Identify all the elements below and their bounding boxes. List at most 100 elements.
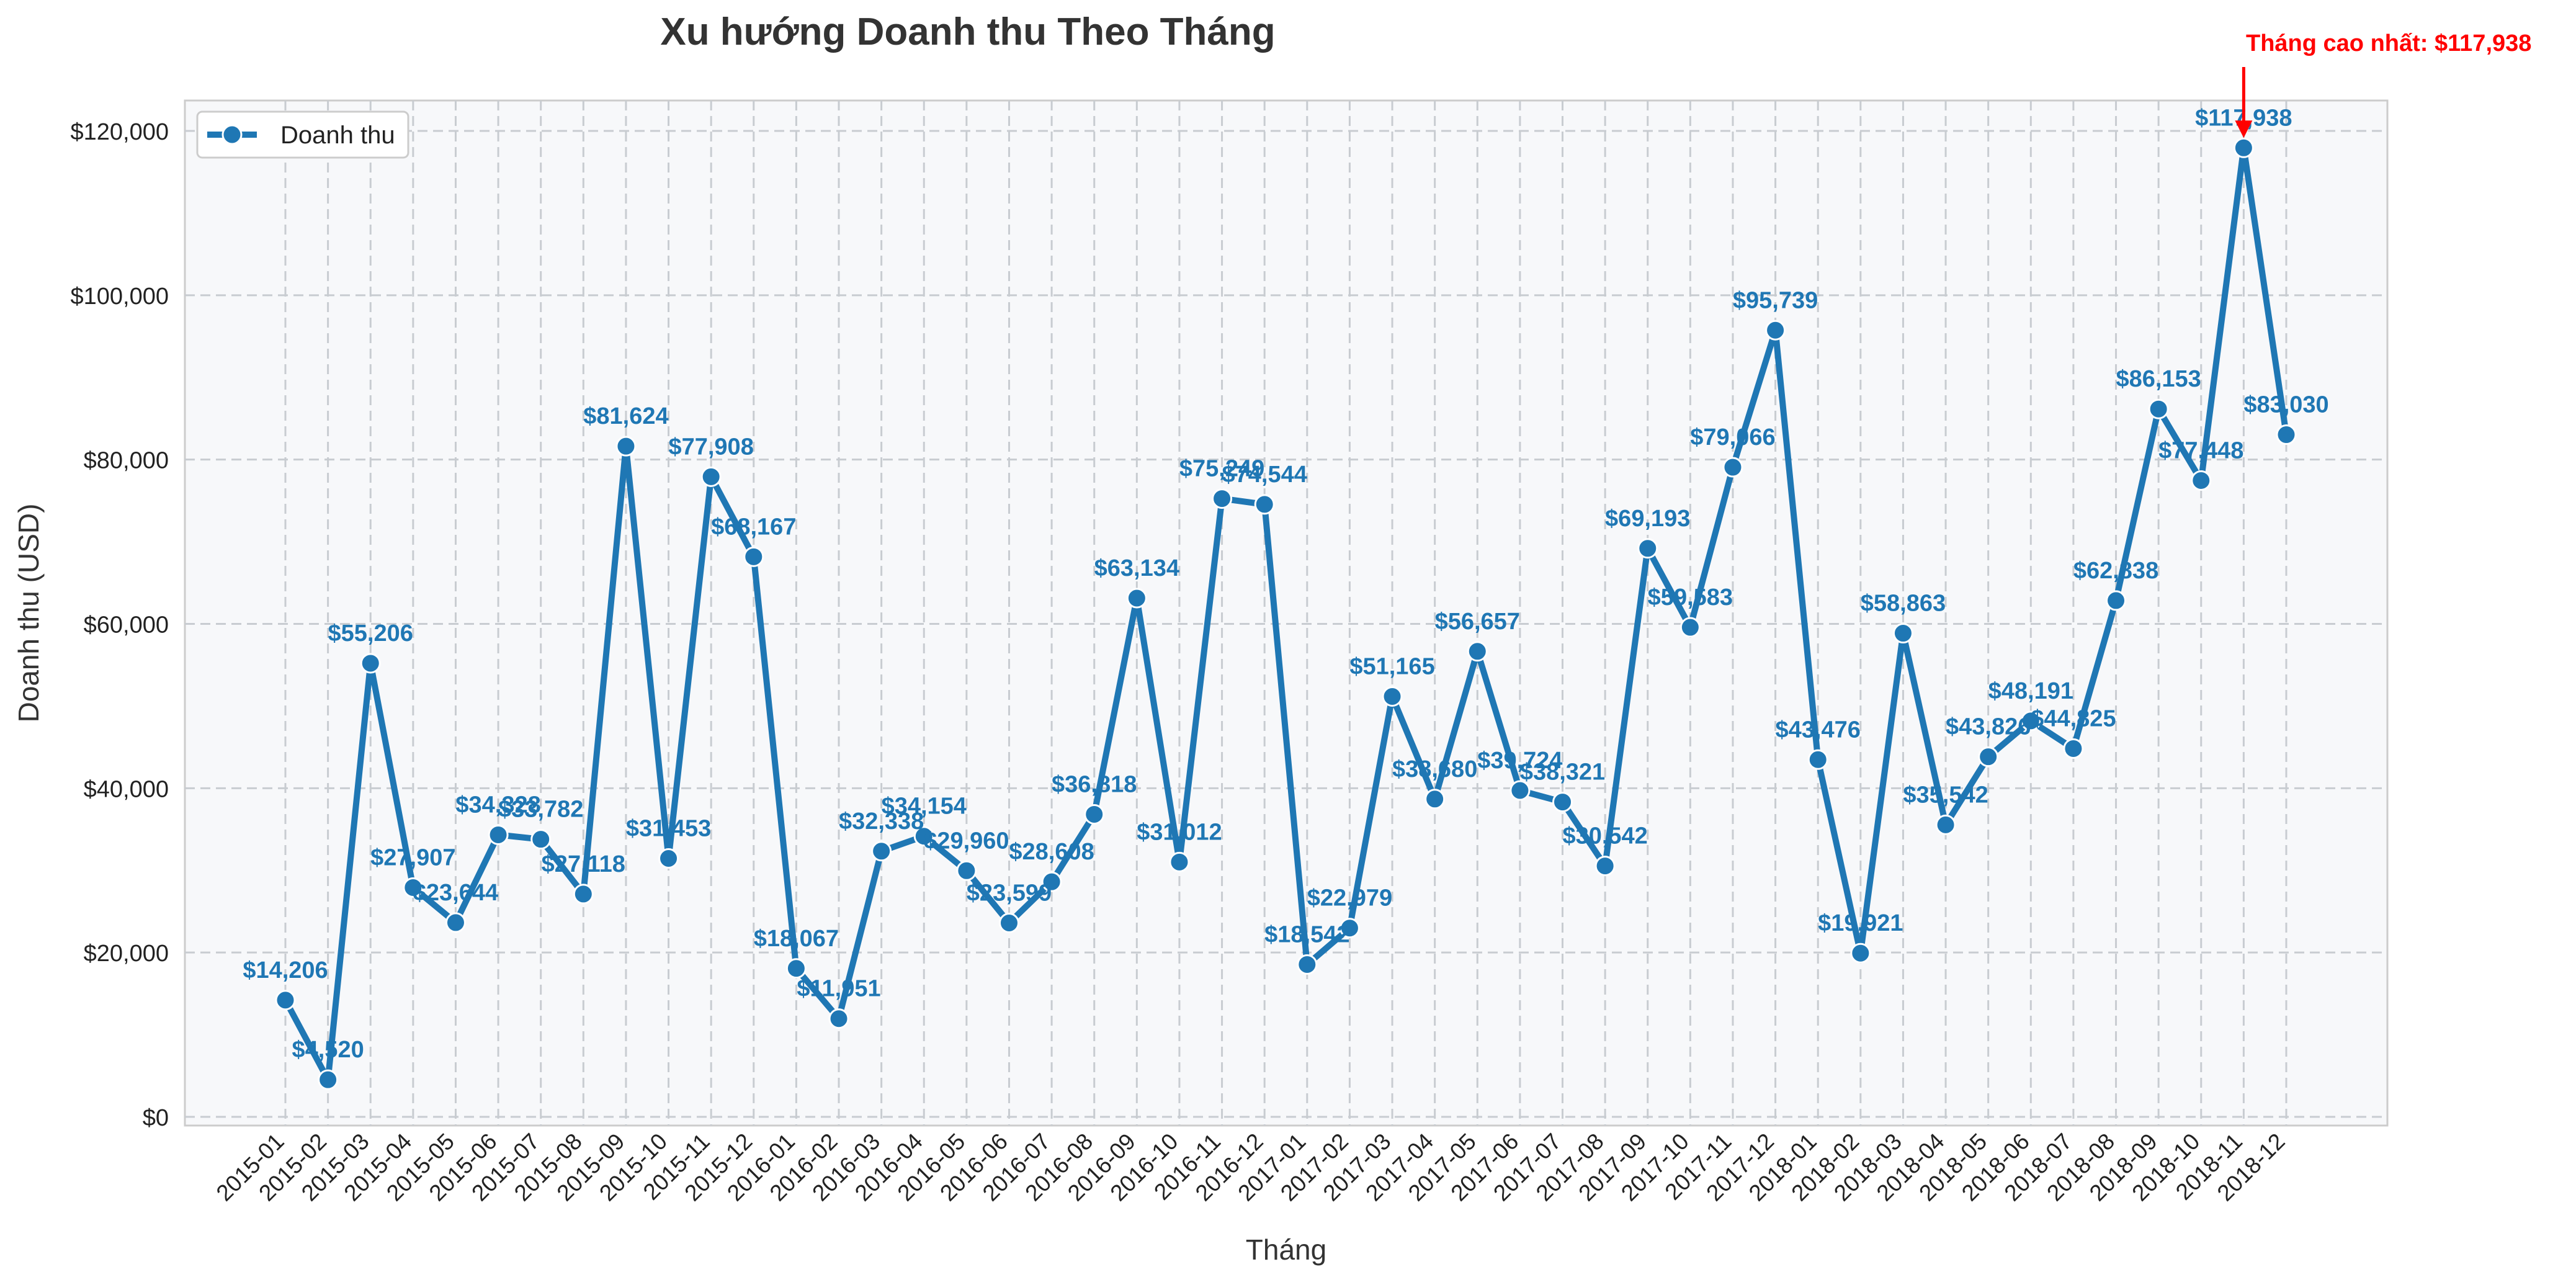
data-point bbox=[1254, 494, 1275, 515]
data-labels: $14,206 $4,520 $55,206 $27,907 $23,644 $34,32… bbox=[243, 105, 2328, 1063]
data-label: $62,838 bbox=[2073, 558, 2158, 584]
max-annotation-text: Tháng cao nhất: $117,938 bbox=[2246, 30, 2531, 56]
data-label: $79,066 bbox=[1690, 424, 1775, 450]
data-label: $11,951 bbox=[797, 976, 880, 1002]
data-label: $58,863 bbox=[1861, 591, 1946, 617]
data-label: $43,826 bbox=[1946, 714, 2031, 740]
data-label: $30,542 bbox=[1562, 823, 1647, 849]
data-point bbox=[1509, 780, 1531, 801]
data-label: $33,782 bbox=[498, 797, 583, 823]
y-tick-label: $120,000 bbox=[71, 119, 169, 145]
data-label: $77,448 bbox=[2158, 437, 2243, 463]
data-label: $31,453 bbox=[626, 816, 711, 842]
data-label: $77,908 bbox=[668, 434, 753, 460]
legend-label: Doanh thu bbox=[280, 122, 395, 149]
data-label: $19,921 bbox=[1818, 910, 1903, 936]
data-point bbox=[1212, 488, 1233, 509]
data-label: $32,338 bbox=[839, 808, 924, 835]
max-annotation-arrow-head bbox=[2235, 120, 2253, 138]
data-label: $18,542 bbox=[1264, 921, 1349, 947]
data-point bbox=[1722, 457, 1743, 478]
data-label: $14,206 bbox=[243, 957, 328, 983]
data-point bbox=[913, 826, 934, 847]
data-label: $75,249 bbox=[1179, 456, 1264, 482]
chart-title: Xu hướng Doanh thu Theo Tháng bbox=[660, 11, 1275, 53]
data-point bbox=[2020, 710, 2041, 732]
data-label: $23,599 bbox=[967, 880, 1052, 907]
data-label: $68,167 bbox=[711, 514, 796, 540]
x-axis-title: Tháng bbox=[1246, 1234, 1326, 1266]
data-point bbox=[1594, 856, 1616, 877]
data-point bbox=[1679, 617, 1701, 638]
grid-lines bbox=[185, 101, 2387, 1126]
data-label: $55,206 bbox=[328, 620, 413, 647]
data-label: $35,542 bbox=[1903, 782, 1988, 808]
data-label: $74,544 bbox=[1222, 462, 1307, 488]
data-point bbox=[785, 958, 807, 979]
y-tick-label: $20,000 bbox=[84, 941, 169, 967]
data-points bbox=[275, 137, 2297, 1090]
legend-point-marker bbox=[221, 124, 243, 145]
data-point bbox=[275, 990, 296, 1011]
data-point bbox=[1084, 804, 1105, 825]
data-label: $38,680 bbox=[1392, 756, 1477, 782]
data-label: $63,134 bbox=[1094, 555, 1179, 581]
data-label: $29,960 bbox=[924, 828, 1009, 854]
revenue-series-line bbox=[282, 145, 2289, 1083]
data-label: $34,328 bbox=[455, 792, 540, 818]
data-point bbox=[1424, 789, 1446, 810]
data-point bbox=[2148, 398, 2169, 419]
data-point bbox=[1935, 814, 1956, 835]
data-label: $27,118 bbox=[542, 851, 625, 877]
y-tick-label: $60,000 bbox=[84, 612, 169, 638]
data-point bbox=[2191, 470, 2212, 491]
data-point bbox=[488, 824, 509, 845]
data-point bbox=[2276, 424, 2297, 445]
data-label: $81,624 bbox=[583, 403, 668, 429]
data-point bbox=[1850, 942, 1871, 964]
data-point bbox=[2106, 590, 2127, 611]
data-label: $27,907 bbox=[370, 844, 455, 871]
data-point bbox=[445, 912, 466, 933]
data-label: $86,153 bbox=[2116, 366, 2201, 392]
data-point bbox=[615, 436, 637, 457]
data-point bbox=[573, 884, 594, 905]
data-point bbox=[360, 653, 381, 674]
data-label: $22,979 bbox=[1307, 885, 1392, 911]
data-label: $59,583 bbox=[1648, 584, 1733, 611]
data-label: $31,012 bbox=[1137, 819, 1222, 845]
data-point bbox=[530, 829, 552, 850]
data-point bbox=[700, 466, 722, 487]
data-point bbox=[1169, 851, 1190, 872]
data-point bbox=[403, 877, 424, 898]
data-point bbox=[318, 1069, 339, 1090]
data-point bbox=[998, 913, 1019, 934]
data-label: $38,321 bbox=[1520, 759, 1605, 786]
data-label: $48,191 bbox=[1988, 678, 2073, 704]
data-point bbox=[1467, 641, 1488, 662]
data-point bbox=[743, 546, 764, 567]
data-label: $69,193 bbox=[1605, 506, 1690, 532]
data-point bbox=[1041, 871, 1062, 892]
y-axis-title: Doanh thu (USD) bbox=[12, 504, 45, 723]
max-annotation: Tháng cao nhất: $117,938 bbox=[2235, 30, 2531, 138]
data-label: $36,818 bbox=[1052, 771, 1137, 797]
data-point bbox=[1892, 623, 1913, 644]
legend-box bbox=[196, 110, 409, 159]
data-point bbox=[956, 860, 977, 881]
data-point bbox=[1126, 588, 1147, 609]
y-axis-ticks: $0 $20,000 $40,000 $60,000 $80,000 $100,000 $1… bbox=[71, 119, 169, 1131]
data-label: $34,154 bbox=[882, 794, 967, 820]
data-label: $83,030 bbox=[2243, 392, 2328, 418]
data-label: $51,165 bbox=[1349, 653, 1434, 679]
data-point bbox=[1978, 746, 1999, 768]
data-label: $4,520 bbox=[292, 1037, 364, 1063]
data-label: $43,476 bbox=[1776, 717, 1861, 743]
data-point bbox=[1382, 686, 1403, 707]
data-label: $95,739 bbox=[1733, 287, 1818, 313]
plot-area bbox=[184, 99, 2389, 1127]
data-label: $18,067 bbox=[754, 926, 839, 952]
data-point bbox=[1637, 538, 1658, 559]
data-point bbox=[1765, 320, 1786, 341]
